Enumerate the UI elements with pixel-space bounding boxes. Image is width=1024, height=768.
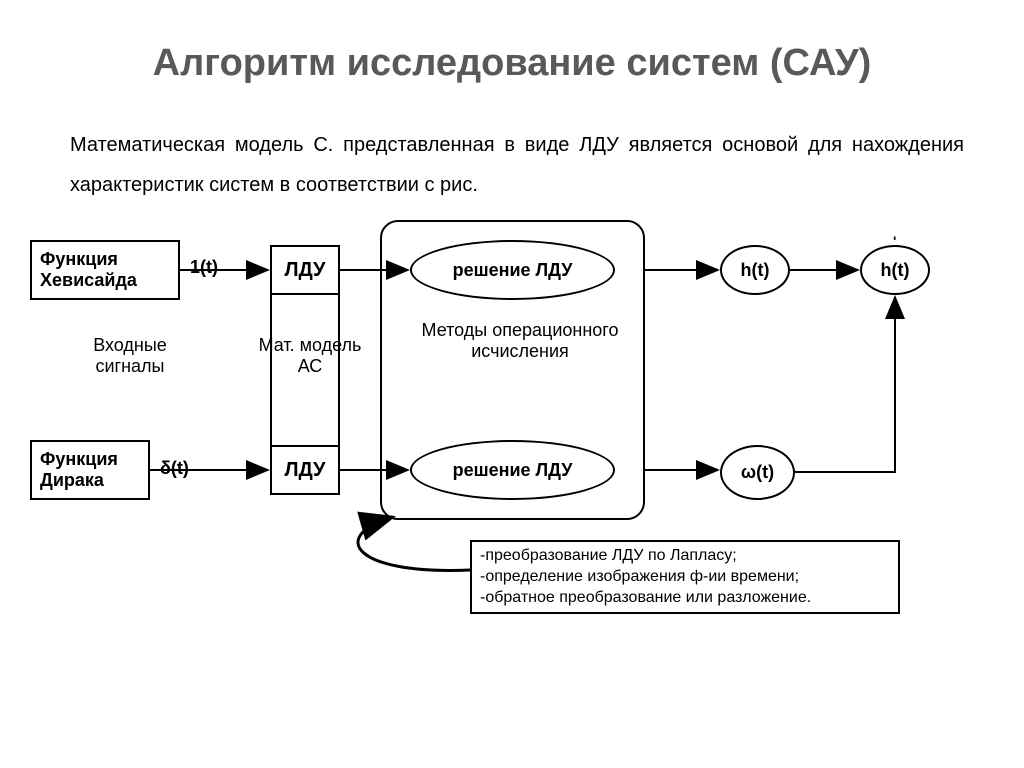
dirac-box: Функция Дирака (30, 440, 150, 500)
caption-line-2: -определение изображения ф-ии времени; (480, 567, 890, 588)
model-label: Мат. модель АС (250, 335, 370, 377)
edge-1t-label: 1(t) (190, 257, 218, 278)
solution-bot-ellipse: решение ЛДУ (410, 440, 615, 500)
h-t-ellipse: h(t) (720, 245, 790, 295)
h-prime-label: h(t) (881, 260, 910, 281)
ldu-bot-box: ЛДУ (270, 445, 340, 495)
caption-line-3: -обратное преобразование или разложение. (480, 588, 890, 609)
ldu-top-label: ЛДУ (285, 259, 326, 282)
dirac-label: Функция Дирака (40, 449, 148, 491)
prime-mark: ' (893, 233, 896, 249)
heaviside-label: Функция Хевисайда (40, 249, 178, 291)
omega-ellipse: ω(t) (720, 445, 795, 500)
caption-box: -преобразование ЛДУ по Лапласу; -определ… (470, 540, 900, 614)
flowchart-diagram: Функция Хевисайда Функция Дирака ЛДУ ЛДУ… (0, 215, 1024, 695)
solution-top-ellipse: решение ЛДУ (410, 240, 615, 300)
solution-top-label: решение ЛДУ (453, 260, 573, 281)
inputs-label: Входные сигналы (60, 335, 200, 377)
solution-bot-label: решение ЛДУ (453, 460, 573, 481)
caption-line-1: -преобразование ЛДУ по Лапласу; (480, 546, 890, 567)
ldu-bot-label: ЛДУ (285, 459, 326, 482)
heaviside-box: Функция Хевисайда (30, 240, 180, 300)
omega-label: ω(t) (741, 462, 774, 483)
page-title: Алгоритм исследование систем (САУ) (0, 0, 1024, 85)
h-t-label: h(t) (741, 260, 770, 281)
ldu-top-box: ЛДУ (270, 245, 340, 295)
subtitle-text: Математическая модель С. представленная … (0, 85, 1024, 205)
edge-delta-label: δ(t) (160, 458, 189, 479)
h-prime-ellipse: h(t) (860, 245, 930, 295)
methods-label: Методы операционного исчисления (405, 320, 635, 362)
